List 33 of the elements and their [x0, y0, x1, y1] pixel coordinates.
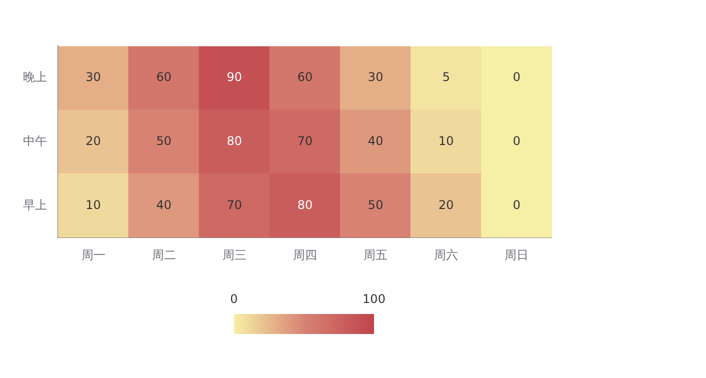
- y-tick-label: 晚上: [23, 70, 47, 84]
- data-label: 40: [368, 134, 384, 148]
- data-label: 20: [438, 198, 454, 212]
- data-label: 80: [226, 134, 242, 148]
- x-tick-label: 周六: [434, 248, 458, 262]
- x-tick-label: 周四: [293, 248, 317, 262]
- data-label: 10: [438, 134, 454, 148]
- data-label: 70: [297, 134, 313, 148]
- data-label: 20: [86, 134, 101, 148]
- x-tick-label: 周日: [504, 248, 529, 262]
- data-label: 30: [368, 70, 384, 84]
- color-bar-label: 0: [229, 292, 239, 306]
- data-label: 60: [297, 70, 313, 84]
- x-tick-label: 周二: [152, 248, 176, 262]
- data-label: 5: [442, 70, 450, 84]
- data-label: 0: [512, 198, 521, 212]
- data-label: 40: [156, 198, 172, 212]
- data-label: 80: [297, 198, 313, 212]
- data-label: 50: [156, 134, 172, 148]
- x-tick-label: 周五: [364, 248, 388, 262]
- data-label: 30: [86, 70, 101, 84]
- data-label: 10: [86, 198, 101, 212]
- color-bar-label: 100: [362, 292, 386, 306]
- data-label: 0: [512, 70, 521, 84]
- data-label: 90: [226, 70, 242, 84]
- y-tick-label: 中午: [23, 134, 47, 148]
- x-tick-label: 周一: [81, 248, 106, 262]
- data-label: 60: [156, 70, 172, 84]
- data-label: 50: [368, 198, 384, 212]
- y-tick-label: 早上: [23, 198, 47, 212]
- x-tick-label: 周三: [222, 248, 246, 262]
- data-label: 70: [226, 198, 242, 212]
- data-label: 0: [512, 134, 521, 148]
